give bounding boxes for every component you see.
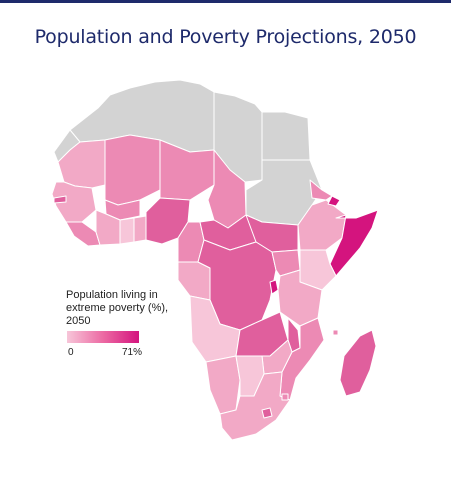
region-djibouti (327, 195, 341, 207)
region-egypt (261, 111, 311, 161)
region-somalia (329, 209, 379, 277)
map-title: Population and Poverty Projections, 2050 (34, 26, 417, 48)
top-rule (0, 0, 451, 3)
legend-min-label: 0 (68, 347, 74, 358)
region-south-africa (219, 371, 291, 441)
region-niger (159, 139, 215, 201)
region-sierra-leone-liberia (65, 221, 101, 247)
region-togo-benin (133, 215, 147, 243)
region-swaziland (281, 393, 289, 401)
region-madagascar (339, 329, 377, 397)
region-lesotho (261, 407, 273, 419)
region-namibia (205, 355, 241, 415)
region-mali (104, 134, 161, 206)
region-gambia (53, 195, 67, 204)
region-eritrea (309, 179, 333, 201)
region-comoros (332, 329, 339, 336)
region-burundi (269, 279, 279, 295)
region-ghana (119, 217, 135, 245)
legend-color-scale (67, 331, 139, 343)
legend-max-label: 71% (122, 347, 143, 358)
legend-title: Population living in extreme poverty (%)… (66, 289, 169, 327)
